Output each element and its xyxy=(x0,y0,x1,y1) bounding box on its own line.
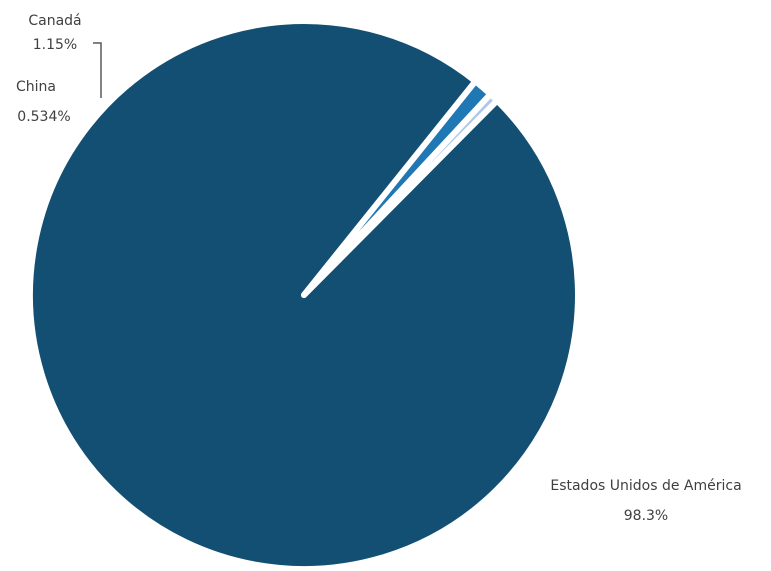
slice-label-value-usa: 98.3% xyxy=(624,508,668,524)
slice-china xyxy=(301,91,501,298)
slice-label-name-china: China xyxy=(16,79,56,95)
canada-leader-line xyxy=(93,42,102,98)
slice-label-name-canada: Canadá xyxy=(28,13,81,29)
slice-label-value-canada: 1.15% xyxy=(33,37,77,53)
pie-slices xyxy=(27,18,581,571)
slice-label-name-usa: Estados Unidos de América xyxy=(550,478,741,494)
slice-label-value-china: 0.534% xyxy=(17,109,70,125)
